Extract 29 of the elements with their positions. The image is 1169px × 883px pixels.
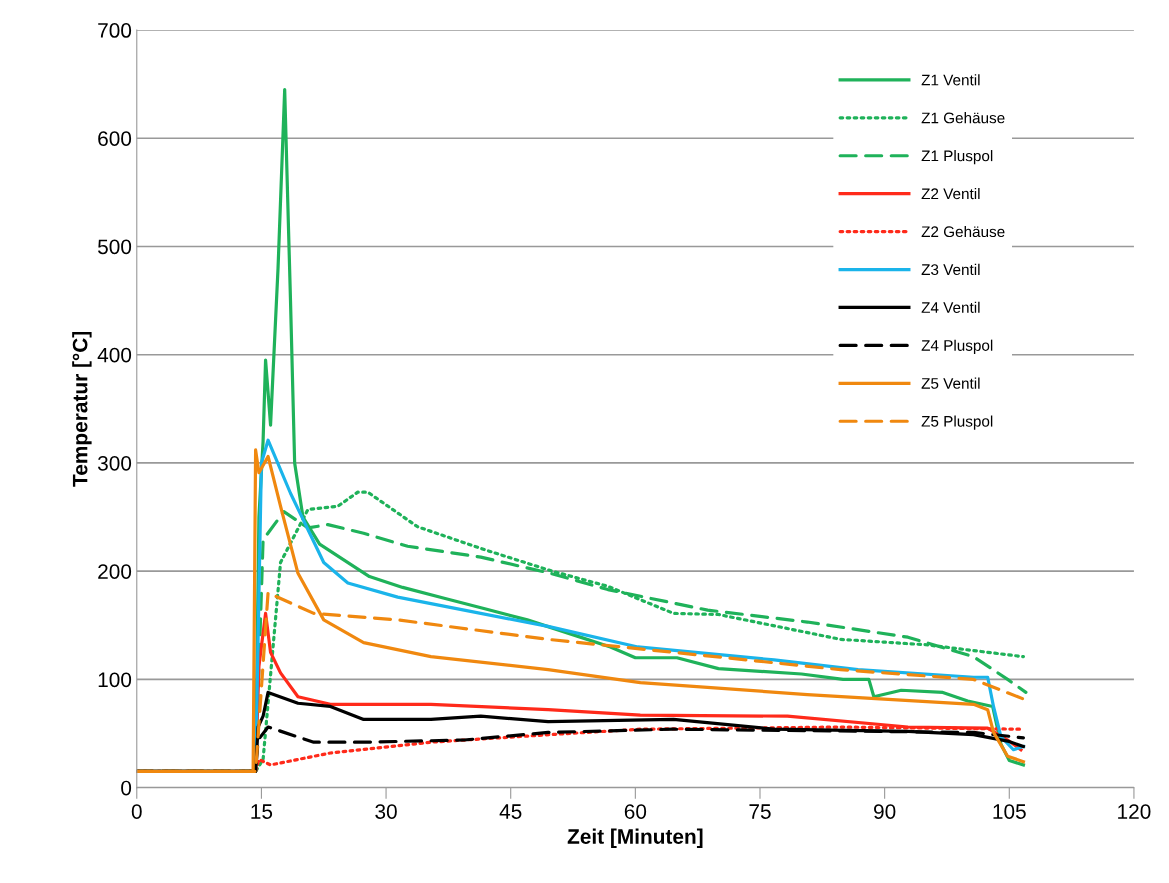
legend-label: Z4 Ventil [921, 301, 980, 313]
y-tick-label: 200 [98, 564, 132, 579]
legend-label: Z5 Pluspol [921, 415, 993, 430]
x-tick-label: 60 [624, 804, 647, 819]
x-tick-label: 120 [1118, 804, 1151, 819]
legend-label: Z4 Pluspol [921, 339, 993, 354]
x-tick-label: 0 [131, 804, 142, 819]
y-axis-title: Temperatur [°C] [72, 331, 92, 487]
y-tick-label: 600 [98, 131, 132, 147]
x-tick-label: 45 [499, 804, 522, 819]
legend-label: Z1 Gehäuse [921, 112, 1005, 124]
y-tick-label: 100 [98, 672, 132, 688]
legend-label: Z1 Ventil [921, 74, 980, 86]
x-tick-label: 15 [251, 804, 273, 819]
x-tick-label: 75 [749, 804, 771, 819]
y-tick-label: 0 [121, 780, 132, 796]
legend-label: Z3 Ventil [921, 263, 980, 276]
legend-label: Z5 Ventil [921, 377, 980, 389]
legend-label: Z2 Gehäuse [921, 225, 1005, 238]
x-tick-label: 90 [874, 804, 896, 819]
x-tick-label: 105 [993, 804, 1026, 819]
x-axis-title: Zeit [Minuten] [567, 828, 703, 848]
y-tick-label: 300 [97, 455, 132, 471]
x-tick-label: 30 [375, 804, 397, 819]
y-tick-label: 400 [97, 347, 132, 363]
y-tick-label: 500 [97, 239, 132, 255]
legend-label: Z2 Ventil [921, 187, 980, 200]
legend-label: Z1 Pluspol [921, 150, 993, 165]
y-tick-label: 700 [98, 23, 132, 38]
